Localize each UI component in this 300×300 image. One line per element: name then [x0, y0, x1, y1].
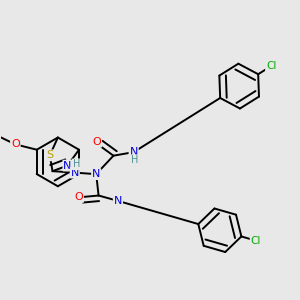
Text: N: N	[63, 160, 72, 171]
Text: H: H	[73, 159, 80, 169]
Text: O: O	[11, 140, 20, 149]
Text: Cl: Cl	[266, 61, 276, 71]
Text: O: O	[74, 192, 83, 202]
Text: N: N	[114, 196, 122, 206]
Text: N: N	[70, 168, 79, 178]
Text: O: O	[92, 137, 101, 147]
Text: N: N	[92, 169, 100, 179]
Text: S: S	[46, 150, 53, 160]
Text: H: H	[131, 155, 139, 165]
Text: N: N	[130, 147, 138, 157]
Text: Cl: Cl	[250, 236, 261, 246]
